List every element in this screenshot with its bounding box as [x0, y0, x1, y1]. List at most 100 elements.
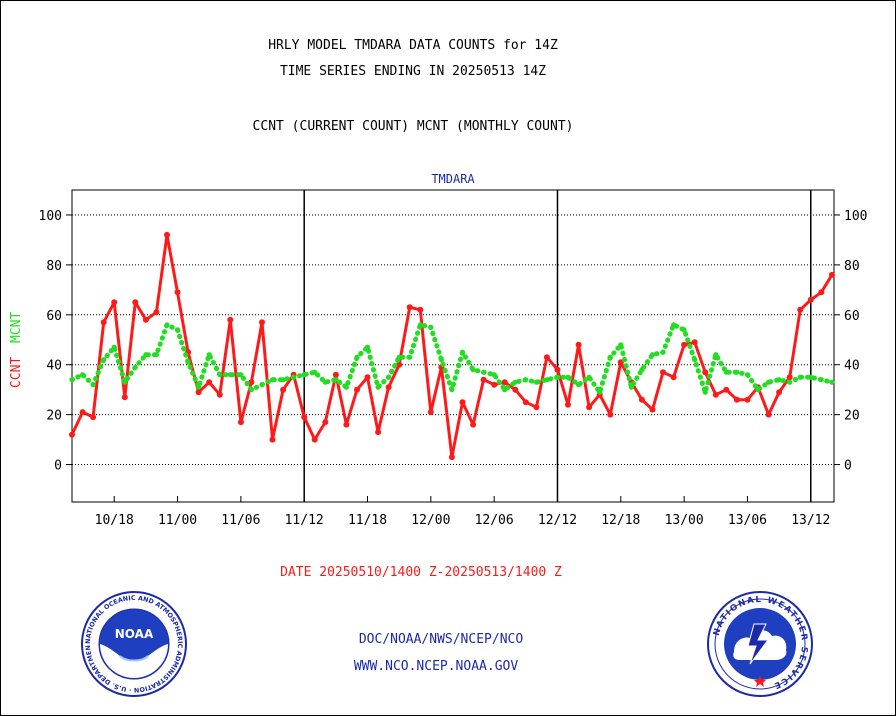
data-point-ccnt [90, 414, 97, 421]
data-point-mcnt [449, 387, 455, 393]
data-point-ccnt [681, 341, 688, 348]
y-axis-label-ccnt: CCNT [9, 357, 24, 388]
data-point-mcnt [301, 372, 307, 378]
data-point-mcnt [554, 374, 561, 380]
data-point-mcnt [776, 377, 782, 383]
x-tick-label: 11/00 [158, 513, 197, 528]
data-point-ccnt [248, 379, 255, 386]
data-point-mcnt [734, 369, 740, 375]
y-tick-label-left: 100 [39, 209, 62, 224]
data-point-ccnt [670, 374, 677, 381]
data-point-mcnt [660, 349, 666, 355]
data-point-ccnt [227, 316, 234, 323]
date-range: DATE 20250510/1400 Z-20250513/1400 Z [280, 565, 562, 580]
y-tick-label-right: 0 [844, 459, 852, 474]
data-point-ccnt [164, 231, 170, 238]
x-tick-label: 12/00 [411, 513, 450, 528]
data-point-mcnt [375, 384, 381, 390]
data-point-ccnt [375, 429, 382, 436]
nws-logo-icon: NATIONAL WEATHER SERVICE [707, 591, 813, 697]
data-point-ccnt [301, 414, 308, 421]
y-tick-label-right: 40 [844, 359, 860, 374]
data-point-ccnt [332, 371, 339, 378]
x-tick-label: 11/18 [348, 513, 387, 528]
data-point-ccnt [501, 379, 508, 386]
data-point-ccnt [153, 309, 160, 316]
data-point-ccnt [269, 436, 276, 443]
data-point-mcnt [681, 327, 687, 333]
data-point-mcnt [174, 327, 181, 333]
data-point-mcnt [744, 372, 751, 378]
data-point-mcnt [702, 389, 708, 395]
data-point-ccnt [533, 404, 540, 411]
data-point-mcnt [153, 352, 159, 358]
data-point-mcnt [787, 379, 793, 385]
data-point-ccnt [237, 419, 244, 426]
data-point-ccnt [649, 406, 656, 413]
data-point-mcnt [343, 384, 349, 390]
data-point-ccnt [111, 299, 118, 306]
x-tick-label: 12/06 [475, 513, 514, 528]
data-point-mcnt [364, 344, 371, 350]
data-point-ccnt [491, 381, 498, 388]
data-point-mcnt [597, 389, 603, 395]
data-point-mcnt [797, 374, 803, 380]
data-point-ccnt [765, 411, 772, 418]
y-tick-label-left: 0 [54, 459, 62, 474]
data-point-ccnt [586, 404, 593, 411]
data-point-mcnt [576, 382, 582, 388]
data-point-mcnt [196, 384, 202, 390]
data-point-ccnt [311, 436, 318, 443]
data-point-mcnt [818, 377, 824, 383]
data-point-mcnt [428, 324, 434, 330]
data-point-ccnt [480, 376, 487, 383]
x-tick-label: 11/12 [285, 513, 324, 528]
chart-title-line1: HRLY MODEL TMDARA DATA COUNTS for 14Z [268, 38, 558, 53]
data-point-mcnt [164, 322, 170, 328]
data-point-mcnt [755, 387, 761, 393]
data-point-mcnt [671, 322, 677, 328]
data-point-ccnt [142, 316, 149, 323]
y-tick-label-right: 60 [844, 309, 860, 324]
data-point-mcnt [407, 354, 413, 360]
x-tick-label: 10/18 [95, 513, 134, 528]
data-point-ccnt [417, 306, 424, 313]
data-point-mcnt [248, 387, 254, 393]
data-point-mcnt [333, 377, 339, 383]
credit-line-url: WWW.NCO.NCEP.NOAA.GOV [353, 659, 519, 674]
data-point-mcnt [470, 367, 476, 373]
data-point-ccnt [565, 401, 571, 408]
data-point-mcnt [829, 379, 835, 385]
data-point-ccnt [174, 289, 181, 296]
data-point-ccnt [427, 409, 434, 416]
data-point-ccnt [575, 341, 582, 348]
y-tick-label-right: 100 [844, 209, 867, 224]
y-tick-label-left: 40 [46, 359, 62, 374]
data-point-ccnt [522, 399, 529, 406]
data-point-mcnt [354, 354, 360, 360]
y-axis-label-mcnt: MCNT [9, 312, 24, 343]
data-point-mcnt [291, 374, 297, 380]
data-point-mcnt [217, 372, 223, 378]
data-point-ccnt [79, 409, 86, 416]
data-point-ccnt [322, 419, 329, 426]
data-point-ccnt [216, 391, 223, 398]
x-tick-label: 13/12 [791, 513, 830, 528]
data-point-mcnt [312, 369, 318, 375]
data-point-ccnt [702, 369, 709, 376]
data-point-ccnt [818, 289, 825, 296]
data-point-mcnt [565, 374, 571, 380]
data-point-mcnt [206, 352, 212, 358]
data-point-mcnt [227, 372, 233, 378]
data-point-mcnt [544, 377, 550, 383]
data-point-mcnt [438, 357, 444, 363]
data-point-mcnt [481, 369, 487, 375]
data-point-mcnt [80, 372, 86, 378]
series-line-ccnt [70, 233, 834, 459]
data-point-mcnt [491, 372, 497, 378]
data-point-mcnt [512, 379, 518, 385]
data-point-mcnt [386, 374, 392, 380]
data-point-ccnt [459, 399, 466, 406]
data-point-ccnt [100, 319, 107, 326]
